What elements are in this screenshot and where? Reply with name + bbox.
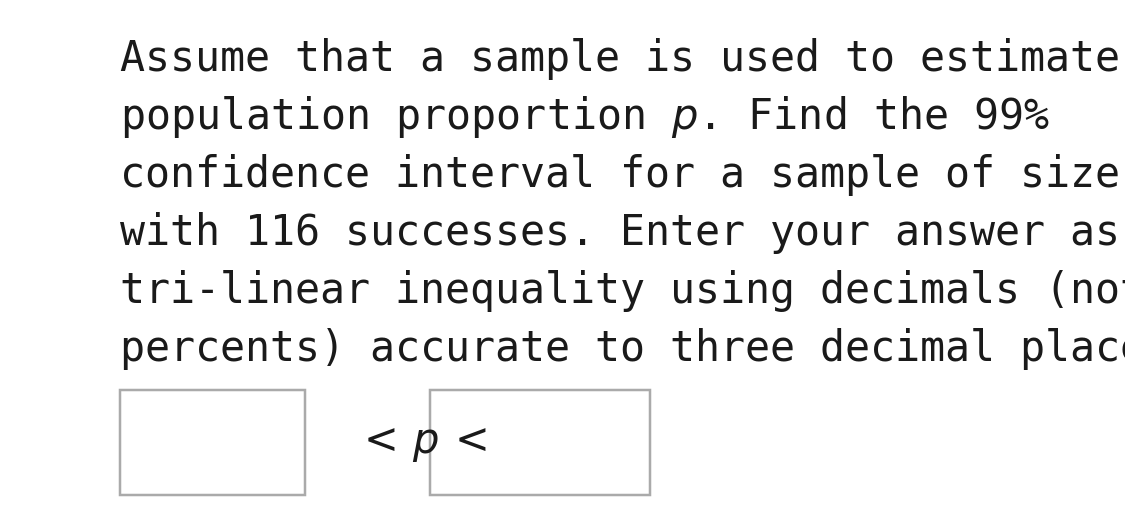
FancyBboxPatch shape xyxy=(430,390,650,495)
Text: $<\,\mathit{p}\,<$: $<\,\mathit{p}\,<$ xyxy=(356,422,487,464)
FancyBboxPatch shape xyxy=(120,390,305,495)
Text: population proportion $\mathit{p}$. Find the 99%: population proportion $\mathit{p}$. Find… xyxy=(120,94,1050,140)
Text: Assume that a sample is used to estimate a: Assume that a sample is used to estimate… xyxy=(120,38,1125,80)
Text: tri-linear inequality using decimals (not: tri-linear inequality using decimals (no… xyxy=(120,270,1125,312)
Text: confidence interval for a sample of size 231: confidence interval for a sample of size… xyxy=(120,154,1125,196)
Text: with 116 successes. Enter your answer as a: with 116 successes. Enter your answer as… xyxy=(120,212,1125,254)
Text: percents) accurate to three decimal places.: percents) accurate to three decimal plac… xyxy=(120,328,1125,370)
